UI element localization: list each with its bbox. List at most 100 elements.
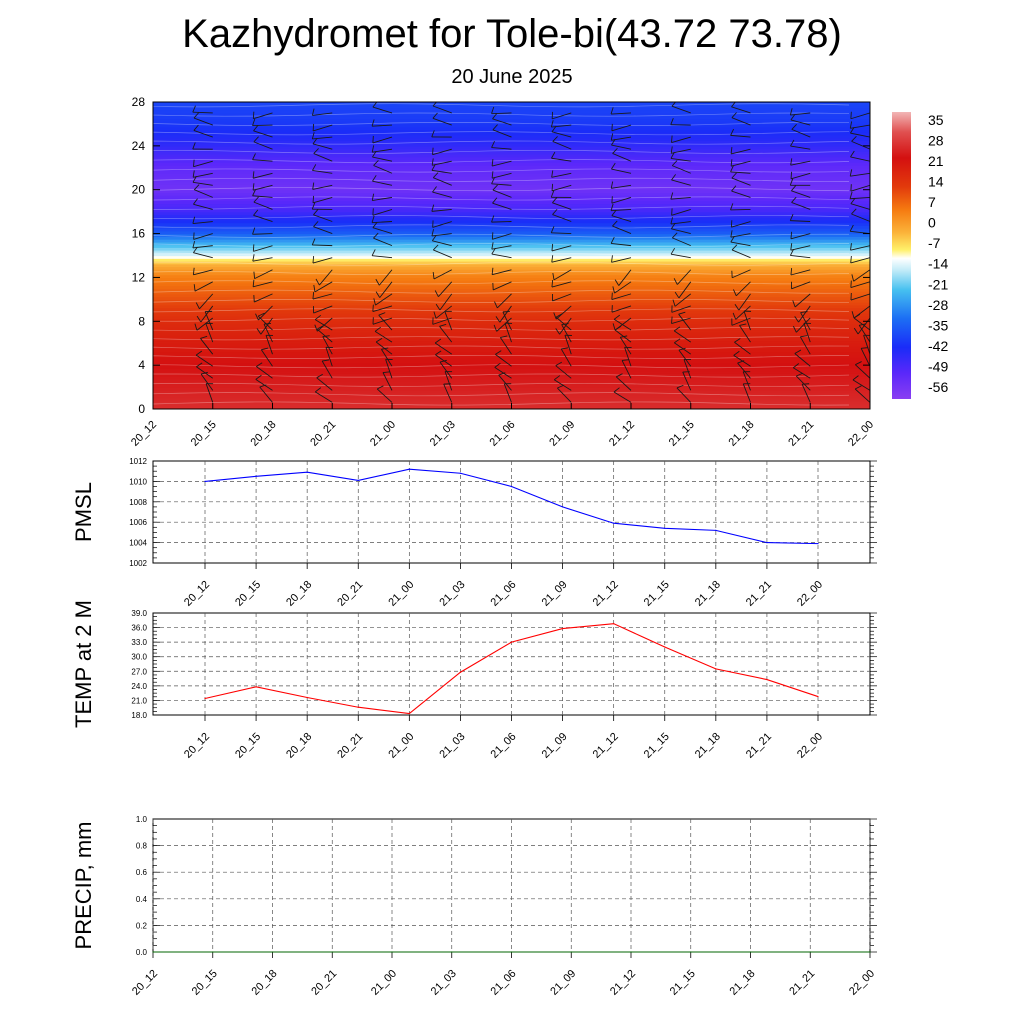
wind-barb-flag <box>256 362 263 367</box>
wind-barb <box>790 112 811 116</box>
wind-barb <box>196 366 214 379</box>
wind-barb-flag <box>252 153 256 160</box>
wind-barb <box>553 269 572 281</box>
wind-barb-flag <box>252 118 256 126</box>
wind-barb-flag <box>789 108 793 116</box>
wind-barb <box>253 112 273 120</box>
wind-barb <box>432 240 452 247</box>
y-axis-title: PRECIP, mm <box>71 822 96 950</box>
heat-band <box>153 263 870 268</box>
wind-barb <box>372 255 393 259</box>
wind-barb-flag <box>551 255 554 263</box>
isotherm-line <box>153 205 850 210</box>
isotherm-line <box>153 140 850 145</box>
wind-barb-flag <box>790 113 796 121</box>
wind-barb-flag <box>613 314 621 320</box>
heat-band <box>153 302 870 306</box>
wind-barb <box>554 379 572 391</box>
wind-barb-flag <box>371 193 375 201</box>
wind-barb <box>850 156 870 162</box>
heat-band <box>153 318 870 322</box>
isotherm-line <box>153 196 850 201</box>
data-point <box>630 951 632 953</box>
wind-barb <box>858 325 870 343</box>
isotherm-line <box>153 215 850 220</box>
wind-barb-flag <box>431 234 437 242</box>
heat-band <box>153 225 870 229</box>
wind-barb-flag <box>312 195 315 203</box>
wind-barb-flag <box>253 196 259 203</box>
wind-barb-flag <box>671 102 677 107</box>
wind-barb-flag <box>800 335 808 338</box>
wind-barb <box>854 388 870 403</box>
wind-barb <box>444 371 453 391</box>
wind-barb-flag <box>849 224 854 232</box>
wind-barb-flag <box>432 186 437 193</box>
heat-band <box>153 250 870 254</box>
wind-barb <box>612 225 632 234</box>
wind-barb <box>611 305 632 313</box>
wind-barb-flag <box>252 189 256 196</box>
wind-barb-flag <box>730 165 734 173</box>
x-tick-label: 21_18 <box>727 419 757 449</box>
heat-band <box>153 184 870 188</box>
wind-barb <box>312 184 333 190</box>
wind-barb-flag <box>852 375 859 381</box>
wind-barb <box>439 361 453 379</box>
wind-barb-flag <box>492 197 498 204</box>
x-tick-label: 22_00 <box>846 419 876 449</box>
wind-barb <box>192 181 213 186</box>
wind-barb <box>193 203 213 210</box>
wind-barb <box>791 128 811 138</box>
wind-barb <box>551 172 572 178</box>
data-point <box>766 678 768 681</box>
wind-barb-flag <box>791 123 797 130</box>
data-point <box>715 529 717 531</box>
y-tick-label: 24 <box>132 139 146 153</box>
data-point <box>561 627 564 630</box>
wind-barb-flag <box>371 145 375 153</box>
wind-barb <box>552 293 572 302</box>
wind-barb <box>611 184 632 189</box>
wind-barb-flag <box>375 291 381 298</box>
x-tick-label: 20_18 <box>249 419 279 449</box>
heat-band <box>153 195 870 199</box>
wind-barb-flag <box>610 181 614 189</box>
wind-barb-flag <box>671 174 676 181</box>
wind-barb <box>611 144 632 150</box>
wind-barb <box>790 220 811 222</box>
wind-barb <box>312 136 333 140</box>
wind-barb-flag <box>502 310 510 313</box>
wind-barb <box>863 335 870 355</box>
wind-barb <box>265 335 273 355</box>
wind-barb <box>431 169 452 174</box>
wind-barb-flag <box>494 301 498 309</box>
data-point <box>869 951 871 953</box>
wind-barb <box>500 337 512 355</box>
data-point <box>357 479 359 481</box>
wind-barb <box>491 112 512 115</box>
wind-barb-flag <box>849 121 853 129</box>
wind-barb <box>433 177 452 186</box>
wind-barb-flag <box>373 160 379 166</box>
wind-barb-flag <box>313 221 319 227</box>
wind-barb-flag <box>193 159 195 167</box>
heat-band <box>153 329 870 333</box>
heat-band <box>153 145 870 150</box>
heat-band <box>153 332 870 336</box>
wind-barb <box>312 244 333 247</box>
wind-barb <box>731 117 751 126</box>
wind-barb <box>252 257 273 262</box>
wind-barb <box>375 341 393 355</box>
wind-barb-flag <box>670 217 673 225</box>
wind-barb-flag <box>670 222 676 230</box>
colorbar-label: -14 <box>928 256 948 272</box>
x-tick-label: 21_21 <box>744 579 774 609</box>
wind-barb <box>492 118 512 126</box>
wind-barb-flag <box>792 300 796 308</box>
wind-barb <box>495 354 512 367</box>
wind-barb-flag <box>734 304 740 311</box>
wind-barb-flag <box>492 124 498 131</box>
wind-barb <box>850 124 870 129</box>
